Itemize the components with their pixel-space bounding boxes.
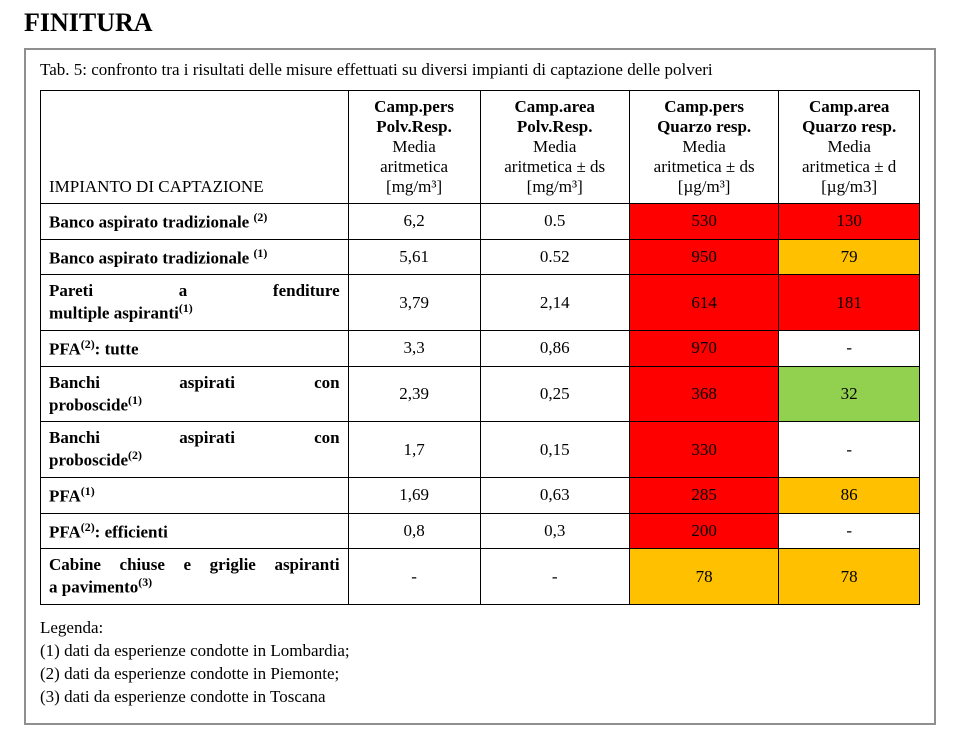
cell-value: 530 (629, 204, 778, 240)
cell-value: 130 (779, 204, 920, 240)
col-c1: Camp.pers Polv.Resp. Media aritmetica [m… (348, 91, 480, 204)
cell-value: 86 (779, 477, 920, 513)
cell-value: 3,3 (348, 330, 480, 366)
c3-l2: Quarzo resp. (638, 117, 770, 137)
row-label: Banco aspirato tradizionale (2) (41, 204, 349, 240)
table-row: Banco aspirato tradizionale (1)5,610.529… (41, 239, 920, 275)
c4-l5: [µg/m3] (787, 177, 911, 197)
table-row: Banchiaspiraticonproboscide(2)1,70,15330… (41, 422, 920, 478)
row-label: Banchiaspiraticonproboscide(1) (41, 366, 349, 422)
cell-value: 78 (629, 549, 778, 605)
col-c3: Camp.pers Quarzo resp. Media aritmetica … (629, 91, 778, 204)
c3-l5: [µg/m³] (638, 177, 770, 197)
cell-value: 970 (629, 330, 778, 366)
c2-l1: Camp.area (489, 97, 621, 117)
cell-value: - (480, 549, 629, 605)
table-row: Banco aspirato tradizionale (2)6,20.5530… (41, 204, 920, 240)
c4-l2: Quarzo resp. (787, 117, 911, 137)
table-row: Cabinechiuseegriglieaspirantia pavimento… (41, 549, 920, 605)
cell-value: 950 (629, 239, 778, 275)
row-label: Cabinechiuseegriglieaspirantia pavimento… (41, 549, 349, 605)
cell-value: 0,8 (348, 513, 480, 549)
cell-value: 181 (779, 275, 920, 331)
cell-value: 0,63 (480, 477, 629, 513)
cell-value: 32 (779, 366, 920, 422)
cell-value: - (779, 513, 920, 549)
c4-l1: Camp.area (787, 97, 911, 117)
legend-line-2: (2) dati da esperienze condotte in Piemo… (40, 663, 920, 686)
cell-value: 330 (629, 422, 778, 478)
c3-l1: Camp.pers (638, 97, 770, 117)
cell-value: 2,14 (480, 275, 629, 331)
col-c2: Camp.area Polv.Resp. Media aritmetica ± … (480, 91, 629, 204)
c1-l3: Media (357, 137, 472, 157)
cell-value: 0.52 (480, 239, 629, 275)
cell-value: - (779, 330, 920, 366)
table-caption: Tab. 5: confronto tra i risultati delle … (40, 60, 920, 80)
cell-value: 614 (629, 275, 778, 331)
c4-l4: aritmetica ± d (787, 157, 911, 177)
cell-value: 0.5 (480, 204, 629, 240)
table-row: PFA(1)1,690,6328586 (41, 477, 920, 513)
cell-value: 368 (629, 366, 778, 422)
legend-line-3: (3) dati da esperienze condotte in Tosca… (40, 686, 920, 709)
col-impianto-label: IMPIANTO DI CAPTAZIONE (49, 177, 264, 196)
cell-value: 1,69 (348, 477, 480, 513)
cell-value: 3,79 (348, 275, 480, 331)
c2-l5: [mg/m³] (489, 177, 621, 197)
cell-value: 6,2 (348, 204, 480, 240)
c2-l2: Polv.Resp. (489, 117, 621, 137)
c1-l1: Camp.pers (357, 97, 472, 117)
row-label: Banchiaspiraticonproboscide(2) (41, 422, 349, 478)
row-label: Banco aspirato tradizionale (1) (41, 239, 349, 275)
cell-value: - (348, 549, 480, 605)
c1-l2: Polv.Resp. (357, 117, 472, 137)
col-impianto: IMPIANTO DI CAPTAZIONE (41, 91, 349, 204)
cell-value: 2,39 (348, 366, 480, 422)
c3-l4: aritmetica ± ds (638, 157, 770, 177)
cell-value: 285 (629, 477, 778, 513)
legend-title: Legenda: (40, 617, 920, 640)
cell-value: 0,25 (480, 366, 629, 422)
table-container: Tab. 5: confronto tra i risultati delle … (24, 48, 936, 725)
cell-value: 79 (779, 239, 920, 275)
cell-value: 78 (779, 549, 920, 605)
cell-value: 0,15 (480, 422, 629, 478)
row-label: Paretiafendituremultiple aspiranti(1) (41, 275, 349, 331)
cell-value: 0,3 (480, 513, 629, 549)
cell-value: - (779, 422, 920, 478)
cell-value: 5,61 (348, 239, 480, 275)
c2-l3: Media (489, 137, 621, 157)
cell-value: 1,7 (348, 422, 480, 478)
table-row: PFA(2): tutte3,30,86970- (41, 330, 920, 366)
c1-l5: [mg/m³] (357, 177, 472, 197)
cell-value: 200 (629, 513, 778, 549)
header-row: IMPIANTO DI CAPTAZIONE Camp.pers Polv.Re… (41, 91, 920, 204)
c3-l3: Media (638, 137, 770, 157)
row-label: PFA(1) (41, 477, 349, 513)
row-label: PFA(2): efficienti (41, 513, 349, 549)
c1-l4: aritmetica (357, 157, 472, 177)
c2-l4: aritmetica ± ds (489, 157, 621, 177)
row-label: PFA(2): tutte (41, 330, 349, 366)
table-row: Paretiafendituremultiple aspiranti(1)3,7… (41, 275, 920, 331)
cell-value: 0,86 (480, 330, 629, 366)
col-c4: Camp.area Quarzo resp. Media aritmetica … (779, 91, 920, 204)
legend-line-1: (1) dati da esperienze condotte in Lomba… (40, 640, 920, 663)
legend: Legenda: (1) dati da esperienze condotte… (40, 617, 920, 709)
table-body: Banco aspirato tradizionale (2)6,20.5530… (41, 204, 920, 605)
data-table: IMPIANTO DI CAPTAZIONE Camp.pers Polv.Re… (40, 90, 920, 605)
c4-l3: Media (787, 137, 911, 157)
table-row: PFA(2): efficienti0,80,3200- (41, 513, 920, 549)
table-row: Banchiaspiraticonproboscide(1)2,390,2536… (41, 366, 920, 422)
page-title: FINITURA (24, 8, 936, 38)
